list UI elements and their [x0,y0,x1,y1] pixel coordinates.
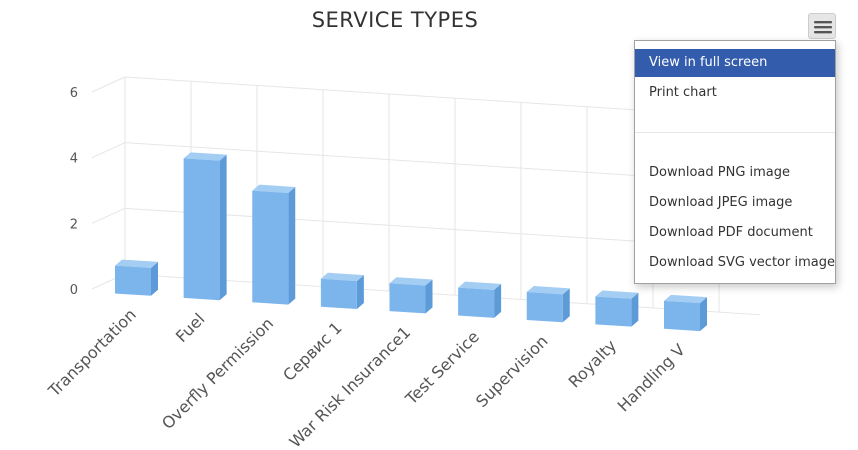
bar-front [664,300,700,332]
menu-item-view-full-screen[interactable]: View in full screen [635,49,835,77]
bar-top [595,290,639,299]
bar-side [631,292,639,327]
x-tick-label: Сервис 1 [279,318,346,385]
x-tick-label: Test Service [401,327,483,409]
chart-context-menu-button[interactable] [808,13,836,39]
bar[interactable] [389,277,433,314]
x-tick-label: War Risk Insurance1 [285,323,414,450]
menu-item-print-chart[interactable]: Print chart [649,85,717,100]
menu-item-download-pdf[interactable]: Download PDF document [649,225,813,240]
y-tick-label: 6 [70,86,78,101]
bar-side [494,283,502,318]
menu-item-download-svg[interactable]: Download SVG vector image [649,255,835,270]
bar-front [320,278,357,310]
bar-front [595,296,632,327]
bar-top [115,259,158,268]
x-tick-label: Supervision [472,331,552,411]
bar-front [115,265,151,296]
bar-top [183,152,227,161]
bar-side [151,261,158,296]
bar-side [288,186,296,305]
bar[interactable] [458,281,502,318]
bar[interactable] [595,290,639,327]
x-tick-label: Fuel [172,309,209,346]
menu-item-download-png[interactable]: Download PNG image [649,165,791,180]
bar-front [252,190,289,305]
y-tick-label: 4 [70,152,78,167]
x-tick-label: Handling V [614,340,689,415]
bar[interactable] [526,286,570,323]
bar-side [700,297,707,332]
bar-layer [115,152,707,332]
export-menu: View in full screen Print chart Download… [634,40,836,284]
bar-front [526,292,563,323]
bar-top [526,286,570,295]
bar-top [664,294,707,304]
bar-side [562,288,570,323]
bar-front [458,287,495,318]
bar-top [458,281,502,290]
bar[interactable] [252,184,296,305]
hamburger-icon [814,21,832,34]
y-tick-label: 2 [70,217,78,232]
x-tick-label: Royalty [565,336,621,392]
bar-top [389,277,433,286]
y-tick-label: 0 [70,283,78,298]
bar-top [320,272,364,282]
menu-item-download-jpeg[interactable]: Download JPEG image [649,195,793,210]
bar-front [183,158,220,301]
chart-title: SERVICE TYPES [311,8,479,32]
bar[interactable] [183,152,227,301]
bar[interactable] [320,272,364,310]
bar[interactable] [664,294,707,332]
bar-side [425,279,433,314]
bar[interactable] [115,259,158,296]
y-axis-labels: 0 2 4 6 [70,86,78,298]
x-tick-label: Transportation [44,305,140,401]
bar-front [389,283,426,314]
menu-separator [635,132,835,133]
bar-side [356,275,364,310]
bar-side [219,154,227,301]
bar-top [252,184,296,193]
